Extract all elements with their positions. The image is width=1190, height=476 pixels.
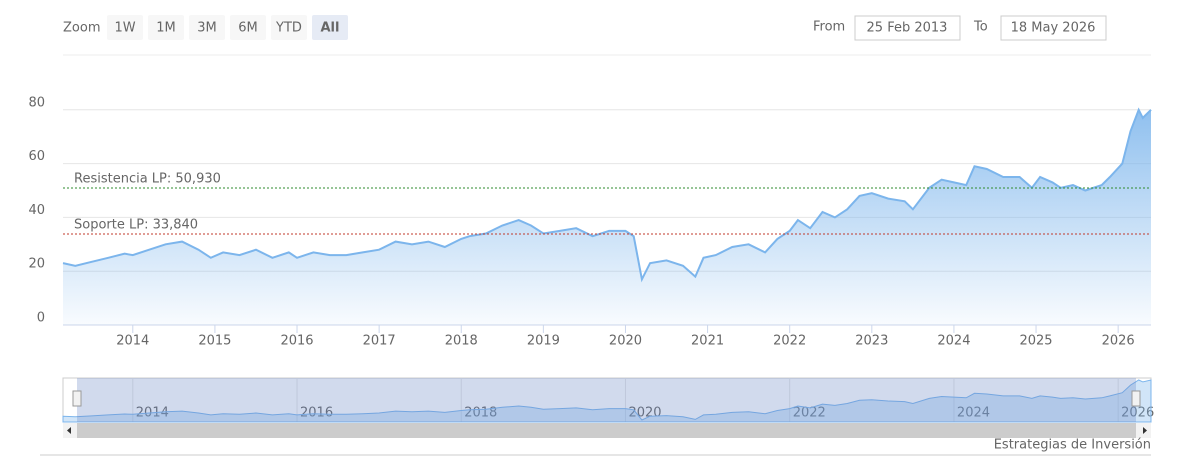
to-input[interactable]: [1000, 15, 1107, 41]
from-input[interactable]: [854, 15, 961, 41]
range-button-label[interactable]: 3M: [197, 21, 217, 36]
x-tick-label: 2016: [280, 334, 313, 349]
range-button[interactable]: [189, 15, 225, 40]
plot-line-label: Soporte LP: 33,840: [74, 217, 198, 232]
x-tick-label: 2018: [445, 334, 478, 349]
x-tick-label: 2020: [609, 334, 642, 349]
navigator-handle[interactable]: [1131, 390, 1141, 407]
range-button[interactable]: [107, 15, 143, 40]
navigator-tick-label: 2020: [628, 406, 661, 421]
scroll-right[interactable]: [1143, 427, 1147, 434]
navigator-tick-label: 2024: [957, 406, 990, 421]
range-button-label[interactable]: YTD: [275, 21, 302, 36]
navigator-tick-label: 2022: [793, 406, 826, 421]
x-tick-label: 2025: [1019, 334, 1052, 349]
line: [62, 107, 1152, 283]
range-button[interactable]: [271, 15, 307, 40]
to-label: To: [973, 20, 988, 35]
x-tick-label: 2022: [773, 334, 806, 349]
y-tick-label: 40: [28, 203, 45, 218]
x-tick-label: 2019: [527, 334, 560, 349]
y-tick-label: 60: [28, 149, 45, 164]
range-button-label[interactable]: 1W: [114, 21, 135, 36]
x-tick-label: 2021: [691, 334, 724, 349]
x-tick-label: 2017: [363, 334, 396, 349]
credits: Estrategias de Inversión: [994, 438, 1151, 453]
range-button-label[interactable]: 1M: [156, 21, 176, 36]
plot-line-label: Resistencia LP: 50,930: [74, 171, 221, 186]
x-tick-label: 2023: [855, 334, 888, 349]
from-value[interactable]: 25 Feb 2013: [867, 21, 948, 36]
range-button-label[interactable]: 6M: [238, 21, 258, 36]
scroll-left[interactable]: [67, 427, 71, 434]
navigator-area: [62, 379, 1152, 423]
y-tick-label: 20: [28, 257, 45, 272]
x-tick-label: 2026: [1102, 334, 1135, 349]
area: [63, 109, 1151, 325]
range-button[interactable]: [312, 15, 348, 40]
navigator-tick-label: 2016: [300, 406, 333, 421]
zoom-label: Zoom: [63, 21, 100, 36]
range-button[interactable]: [148, 15, 184, 40]
to-value[interactable]: 18 May 2026: [1011, 21, 1096, 36]
x-tick-label: 2014: [116, 334, 149, 349]
from-label: From: [813, 20, 845, 35]
navigator-handle[interactable]: [72, 390, 82, 407]
range-button-label[interactable]: All: [321, 21, 340, 36]
y-tick-label: 80: [28, 95, 45, 110]
x-tick-label: 2015: [198, 334, 231, 349]
range-button[interactable]: [230, 15, 266, 40]
y-tick-label: 0: [37, 311, 45, 326]
scrollbar-thumb[interactable]: [77, 423, 1136, 438]
x-tick-label: 2024: [937, 334, 970, 349]
navigator-tick-label: 2026: [1121, 406, 1154, 421]
navigator-mask: [77, 378, 1136, 422]
